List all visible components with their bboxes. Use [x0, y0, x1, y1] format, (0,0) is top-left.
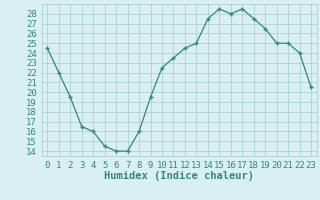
- X-axis label: Humidex (Indice chaleur): Humidex (Indice chaleur): [104, 171, 254, 181]
